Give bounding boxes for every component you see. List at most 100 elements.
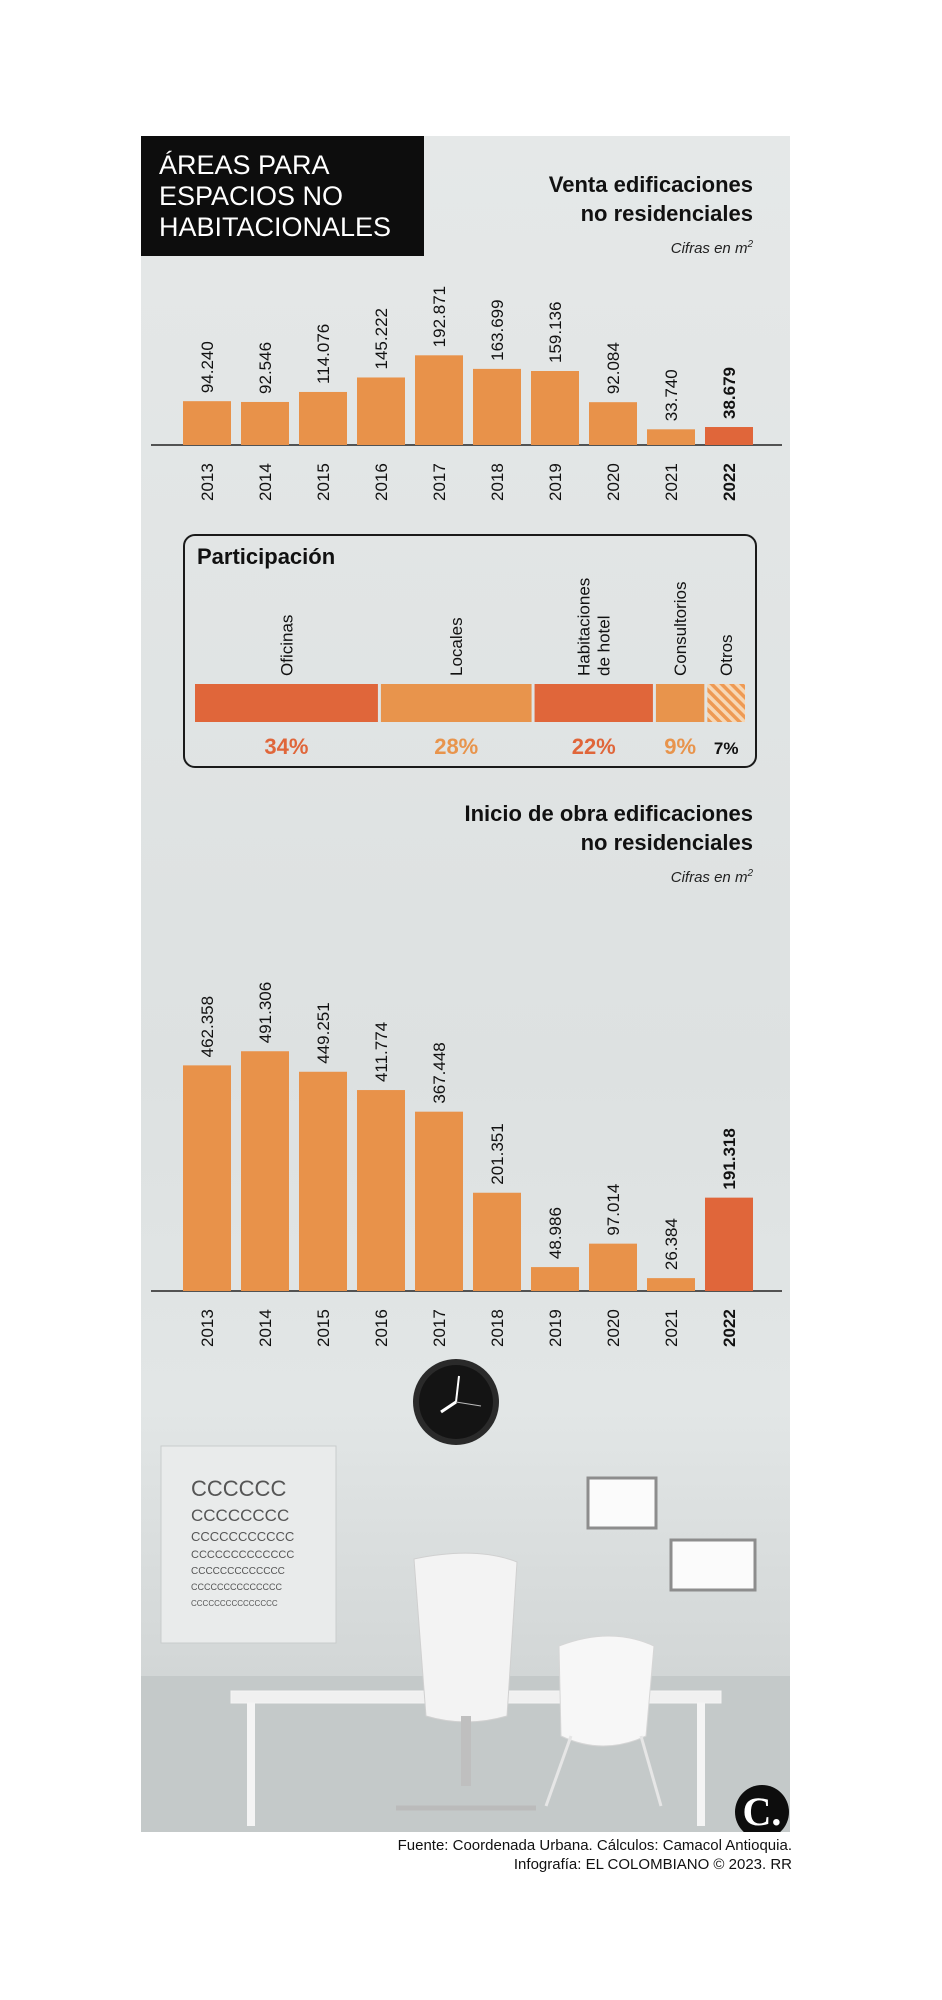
sales-subtitle-text: Cifras en m [670,240,748,257]
construction-title-line-2: no residenciales [580,830,753,855]
construction-bar [705,1197,753,1291]
sales-year-label: 2016 [372,463,391,501]
sales-bar [415,355,463,445]
construction-value-label: 449.251 [314,1002,333,1063]
participation-title: Participación [197,544,336,569]
participation-percent-label: 7% [714,739,739,758]
white-chair [544,1635,663,1807]
construction-value-label: 491.306 [256,982,275,1043]
construction-bar [241,1051,289,1291]
participation-segment [655,684,705,722]
sales-value-label: 38.679 [720,367,739,419]
sales-bar [647,429,695,445]
sales-title-line-2: no residenciales [580,201,753,226]
construction-value-label: 367.448 [430,1042,449,1103]
participation-category-label: Oficinas [277,615,296,676]
sales-value-label: 114.076 [314,324,333,384]
construction-bar [647,1278,695,1291]
sales-bar [531,371,579,445]
svg-text:CCCCCCCC: CCCCCCCC [191,1506,289,1525]
construction-year-label: 2016 [372,1309,391,1347]
construction-subtitle-text: Cifras en m [670,869,748,886]
sales-year-label: 2017 [430,463,449,501]
sales-year-label: 2015 [314,463,333,501]
construction-year-label: 2014 [256,1309,275,1347]
construction-value-label: 48.986 [546,1207,565,1259]
construction-value-label: 191.318 [720,1128,739,1189]
participation-segment [380,684,532,722]
construction-bar [531,1267,579,1291]
construction-value-label: 462.358 [198,996,217,1057]
participation-box: Participación Oficinas 34% Locales 28% Habit… [183,534,757,768]
footer-credit: Infografía: EL COLOMBIANO © 2023. RR [513,1856,792,1873]
sales-bar-chart: 94.240 2013 92.546 2014 114.076 2015 145.222 20… [151,286,782,501]
sales-bar [589,402,637,445]
sales-bar [183,401,231,445]
sales-value-label: 92.084 [604,342,623,394]
title-line-1: ÁREAS PARA [159,150,330,180]
sales-chart-subtitle: Cifras en m2 [671,239,753,257]
sales-bar [473,368,521,445]
svg-text:CCCCCCCCCCCCC: CCCCCCCCCCCCC [191,1566,285,1577]
infographic-title: ÁREAS PARA ESPACIOS NO HABITACIONALES [141,136,424,256]
participation-segment [195,684,378,722]
sales-bar [241,401,289,445]
eye-chart-poster: CCCCCC CCCCCCCC CCCCCCCCCCC CCCCCCCCCCCC… [160,1445,337,1644]
construction-year-label: 2019 [546,1309,565,1347]
title-line-3: HABITACIONALES [159,212,392,242]
title-line-2: ESPACIOS NO [159,181,344,211]
construction-bar [357,1090,405,1291]
construction-chart-title: Inicio de obra edificaciones no residenc… [464,799,753,857]
construction-title-line-1: Inicio de obra edificaciones [464,801,753,826]
construction-year-label: 2013 [198,1309,217,1347]
office-chair [396,1552,536,1811]
participation-category-label: Habitaciones [575,578,594,676]
sales-bar [705,427,753,445]
participation-category-label: Consultorios [671,582,690,677]
construction-year-label: 2020 [604,1309,623,1347]
participation-percent-label: 22% [572,734,616,759]
sales-year-label: 2022 [720,463,739,501]
participation-percent-label: 28% [434,734,478,759]
sales-value-label: 33.740 [662,369,681,421]
footer-credits: Fuente: Coordenada Urbana. Cálculos: Cam… [398,1836,792,1874]
sales-value-label: 192.871 [430,286,449,347]
footer-source: Fuente: Coordenada Urbana. Cálculos: Cam… [397,1837,792,1854]
participation-bar: Oficinas 34% Locales 28% Habitaciones de hote… [195,578,745,759]
construction-value-label: 201.351 [488,1123,507,1184]
sales-value-label: 163.699 [488,299,507,360]
sales-subtitle-sup: 2 [747,239,753,250]
participation-percent-label: 34% [264,734,308,759]
construction-bar-chart: 462.358 2013 491.306 2014 449.251 2015 411.774… [151,982,782,1347]
construction-year-label: 2022 [720,1309,739,1347]
sales-year-label: 2013 [198,463,217,501]
construction-value-label: 26.384 [662,1218,681,1270]
svg-text:CCCCCCCCCCCCC: CCCCCCCCCCCCC [191,1549,294,1561]
construction-value-label: 411.774 [372,1022,391,1082]
sales-year-label: 2020 [604,463,623,501]
construction-bar [473,1192,521,1291]
sales-year-label: 2018 [488,463,507,501]
sales-year-label: 2021 [662,463,681,501]
construction-value-label: 97.014 [604,1184,623,1236]
construction-bar [183,1065,231,1291]
svg-text:CCCCCCCCCCCCCC: CCCCCCCCCCCCCC [191,1582,282,1592]
construction-bar [415,1111,463,1291]
sales-bar [357,377,405,445]
construction-subtitle-sup: 2 [747,868,753,879]
sales-chart-title: Venta edificaciones no residenciales [549,170,753,228]
sales-value-label: 145.222 [372,308,391,369]
sales-year-label: 2019 [546,463,565,501]
sales-bar [299,391,347,445]
diploma-frame [586,1476,757,1592]
svg-text:CCCCCCCCCCCCCCC: CCCCCCCCCCCCCCC [191,1599,278,1608]
construction-year-label: 2015 [314,1309,333,1347]
construction-year-label: 2018 [488,1309,507,1347]
svg-text:CCCCCC: CCCCCC [191,1476,286,1501]
sales-year-label: 2014 [256,463,275,501]
construction-chart-subtitle: Cifras en m2 [671,868,753,886]
sales-value-label: 159.136 [546,302,565,363]
el-colombiano-logo: C. [735,1785,789,1832]
participation-category-label: Otros [717,634,736,676]
participation-category-label: Locales [447,617,466,676]
